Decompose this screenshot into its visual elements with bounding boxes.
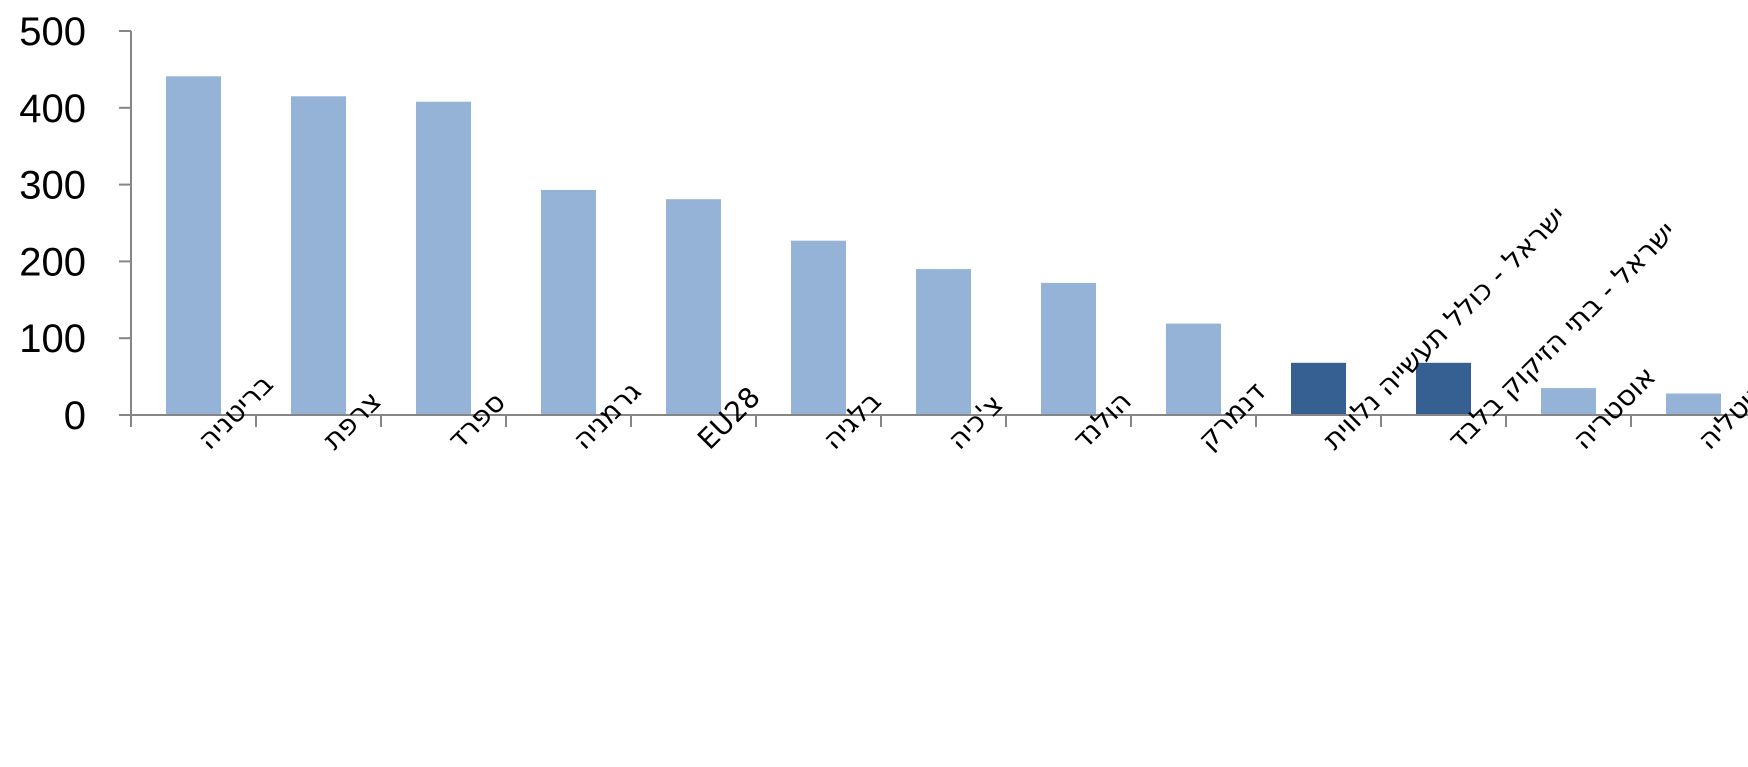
bar xyxy=(1541,388,1596,415)
bar xyxy=(1041,282,1096,415)
bar xyxy=(791,240,846,415)
y-tick-label: 100 xyxy=(19,317,86,361)
x-tick-label: ישראל - בתי הזיקוק בלבד xyxy=(1441,215,1682,456)
bar xyxy=(1166,323,1221,415)
y-tick-label: 0 xyxy=(64,394,86,438)
bar xyxy=(166,76,221,416)
x-tick-label: ישראל - כולל תעשייה נלווית xyxy=(1316,199,1573,456)
y-tick-label: 500 xyxy=(19,10,86,54)
bar xyxy=(916,269,971,415)
bar xyxy=(291,96,346,416)
bar xyxy=(541,190,596,415)
bar xyxy=(1666,393,1721,415)
y-tick-label: 400 xyxy=(19,87,86,131)
bar xyxy=(666,199,721,415)
bar xyxy=(1416,362,1471,415)
bar xyxy=(1291,362,1346,415)
bar xyxy=(416,101,471,415)
y-tick-label: 200 xyxy=(19,240,86,284)
y-tick-label: 300 xyxy=(19,164,86,208)
